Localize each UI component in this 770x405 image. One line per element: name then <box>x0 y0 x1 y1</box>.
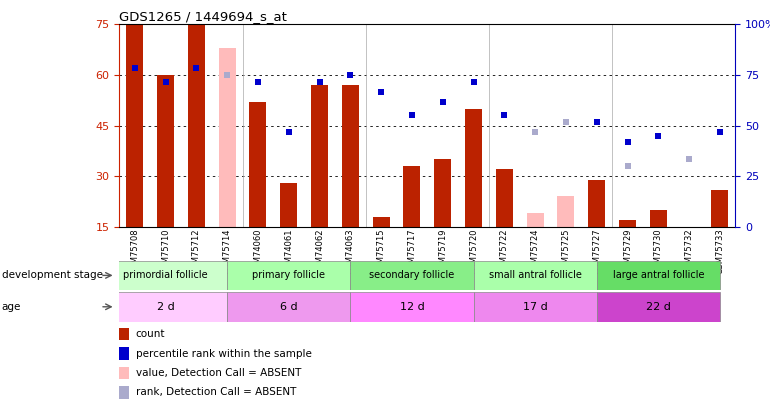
Text: 17 d: 17 d <box>523 302 547 312</box>
Bar <box>434 159 451 227</box>
Bar <box>157 75 174 227</box>
Bar <box>597 292 720 322</box>
Text: large antral follicle: large antral follicle <box>613 271 704 280</box>
Bar <box>711 190 728 227</box>
Bar <box>403 166 420 227</box>
Text: primary follicle: primary follicle <box>253 271 325 280</box>
Text: 22 d: 22 d <box>646 302 671 312</box>
Bar <box>474 261 597 290</box>
Text: GDS1265 / 1449694_s_at: GDS1265 / 1449694_s_at <box>119 10 287 23</box>
Bar <box>350 292 474 322</box>
Bar <box>350 261 474 290</box>
Text: percentile rank within the sample: percentile rank within the sample <box>136 349 311 358</box>
Bar <box>681 227 698 230</box>
Bar <box>496 169 513 227</box>
Text: 12 d: 12 d <box>400 302 424 312</box>
Bar <box>311 85 328 227</box>
Text: primordial follicle: primordial follicle <box>123 271 208 280</box>
Bar <box>619 220 636 227</box>
Text: development stage: development stage <box>2 271 102 280</box>
Bar <box>527 213 544 227</box>
Bar <box>373 217 390 227</box>
Bar <box>249 102 266 227</box>
Text: secondary follicle: secondary follicle <box>370 271 454 280</box>
Text: rank, Detection Call = ABSENT: rank, Detection Call = ABSENT <box>136 388 296 397</box>
Bar <box>465 109 482 227</box>
Bar <box>588 179 605 227</box>
Text: 2 d: 2 d <box>156 302 175 312</box>
Bar <box>227 292 350 322</box>
Text: 6 d: 6 d <box>280 302 297 312</box>
Bar <box>650 210 667 227</box>
Bar <box>474 292 597 322</box>
Bar <box>219 48 236 227</box>
Bar <box>557 196 574 227</box>
Bar <box>342 85 359 227</box>
Bar <box>597 261 720 290</box>
Text: value, Detection Call = ABSENT: value, Detection Call = ABSENT <box>136 368 301 378</box>
Text: small antral follicle: small antral follicle <box>489 271 581 280</box>
Bar <box>280 183 297 227</box>
Bar <box>104 292 227 322</box>
Bar <box>227 261 350 290</box>
Bar <box>126 24 143 227</box>
Text: count: count <box>136 329 165 339</box>
Text: age: age <box>2 302 21 312</box>
Bar <box>188 24 205 227</box>
Bar <box>104 261 227 290</box>
